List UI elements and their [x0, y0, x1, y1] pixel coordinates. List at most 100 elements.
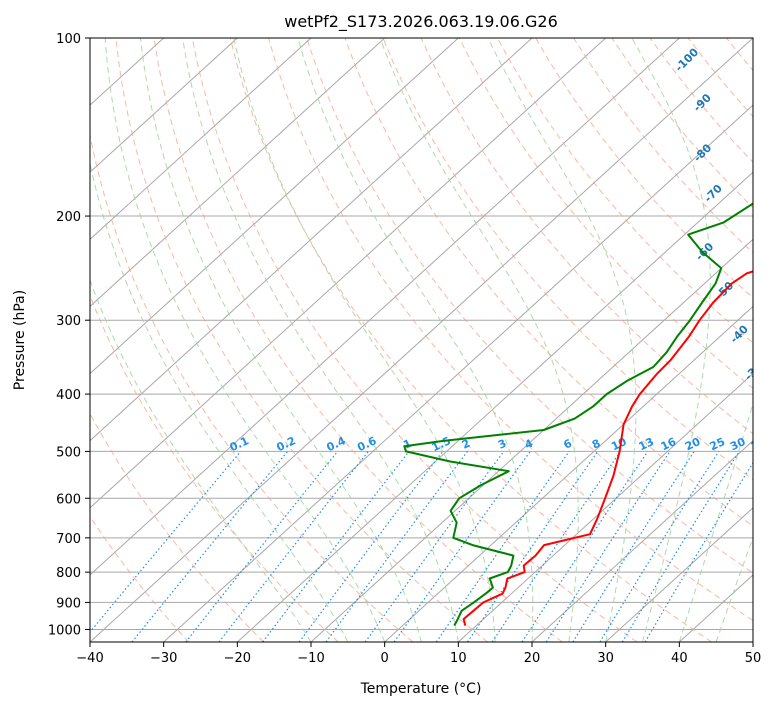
dry-adiabat-line: [611, 38, 753, 209]
dry-adiabat-line: [90, 412, 264, 642]
mixing-ratio-line: [131, 451, 289, 642]
mixing-ratio-line: [185, 451, 339, 642]
isotherm-line: [531, 439, 753, 642]
y-tick-label: 800: [56, 566, 81, 581]
x-tick-label: 40: [671, 651, 688, 666]
isotherm-line: [457, 372, 753, 642]
mixing-ratio-line: [325, 451, 468, 642]
y-tick-label: 600: [56, 492, 81, 507]
adiabat-label: -60: [693, 240, 716, 263]
y-tick-label: 500: [56, 445, 81, 460]
mixing-ratio-line: [545, 451, 671, 642]
mixing-ratio-label: 10: [609, 435, 629, 453]
x-tick-label: −10: [297, 651, 324, 666]
mixing-ratio-line: [90, 451, 242, 633]
moist-adiabat-line: [182, 38, 459, 642]
isotherm-line: [310, 238, 753, 642]
dry-adiabat-line: [268, 38, 753, 622]
mixing-ratio-label: 16: [659, 435, 679, 453]
dry-adiabat-line: [649, 38, 753, 163]
mixing-ratio-line: [491, 451, 621, 642]
moist-adiabat-line: [715, 536, 753, 642]
x-tick-label: −40: [76, 651, 103, 666]
dry-adiabat-line: [90, 132, 414, 642]
mixing-ratio-line: [599, 451, 720, 642]
y-tick-label: 200: [56, 210, 81, 225]
adiabat-label: -100: [672, 45, 701, 74]
isotherm-line: [384, 305, 753, 642]
dry-adiabat-line: [90, 515, 190, 642]
background-reference-lines: [90, 38, 775, 642]
temperature-profile-line: [462, 270, 753, 626]
isotherm-line: [752, 641, 753, 642]
moist-adiabat-line: [104, 38, 386, 642]
isotherm-line: [236, 171, 753, 642]
mixing-ratio-line: [572, 451, 695, 642]
x-tick-label: 20: [524, 651, 541, 666]
dry-adiabat-line: [765, 38, 775, 642]
x-axis-label: Temperature (°C): [360, 681, 482, 697]
isotherm-line: [605, 507, 753, 642]
y-tick-label: 900: [56, 596, 81, 611]
mixing-ratio-line: [466, 451, 599, 642]
dry-adiabat-line: [153, 38, 563, 642]
isotherm-line: [90, 38, 459, 375]
y-tick-label: 100: [56, 32, 81, 47]
x-axis: −40 −30 −20 −10 0 10 20 30 40 50: [76, 642, 761, 666]
y-tick-label: 700: [56, 532, 81, 547]
dry-adiabat-line: [115, 38, 488, 642]
adiabat-label: -20: [758, 395, 775, 418]
dry-adiabat-line: [420, 38, 753, 435]
moist-adiabat-line: [140, 38, 422, 642]
y-axis-label: Pressure (hPa): [12, 290, 28, 390]
mixing-ratio-label: 13: [637, 435, 656, 453]
moist-adiabat-line: [90, 278, 312, 642]
mixing-ratio-line: [621, 451, 740, 642]
mixing-ratio-label: 36: [749, 435, 769, 453]
moist-adiabat-line: [379, 38, 579, 642]
dry-adiabat-line: [191, 38, 638, 642]
x-tick-label: 30: [597, 651, 614, 666]
isotherm-line: [90, 38, 386, 308]
moist-adiabat-line: [631, 38, 711, 642]
x-tick-label: −30: [150, 651, 177, 666]
x-tick-label: 0: [381, 651, 389, 666]
x-tick-label: −20: [224, 651, 251, 666]
moist-adiabat-line: [297, 38, 534, 642]
mixing-ratio-line: [435, 451, 570, 642]
moist-adiabat-line: [90, 161, 349, 642]
mixing-ratio-line: [298, 451, 444, 642]
adiabat-label: -90: [691, 91, 714, 114]
mixing-ratio-label: 8: [590, 437, 602, 452]
moist-adiabat-line: [487, 38, 637, 642]
mixing-ratio-label: 20: [683, 435, 703, 453]
mixing-ratio-line: [218, 451, 369, 642]
isotherm-line: [90, 38, 607, 509]
adiabat-label: -70: [702, 182, 725, 205]
mixing-ratio-label: 30: [728, 435, 748, 453]
x-tick-label: 10: [450, 651, 467, 666]
sounding-profiles: [403, 202, 753, 627]
moist-adiabat-line: [678, 401, 753, 642]
isotherm-line: [90, 38, 238, 173]
x-tick-label: 50: [745, 651, 762, 666]
y-tick-label: 300: [56, 314, 81, 329]
reference-line-labels: 0.1 0.2 0.4 0.6 1 1.5 2 3 4 6 8 10 13 16 20 25 30 36-100-…: [228, 45, 775, 454]
plot-frame: [89, 37, 754, 643]
dry-adiabat-line: [344, 38, 753, 527]
y-tick-label: 400: [56, 388, 81, 403]
mixing-ratio-line: [521, 451, 649, 642]
isotherm-line: [90, 38, 753, 642]
adiabat-label: -30: [742, 360, 765, 383]
mixing-ratio-line: [393, 451, 531, 642]
adiabat-label: -80: [691, 141, 714, 164]
dewpoint-profile-line: [403, 202, 753, 627]
isotherm-line: [90, 38, 312, 241]
y-tick-label: 1000: [48, 623, 81, 638]
chart-title: wetPf2_S173.2026.063.19.06.G26: [284, 12, 558, 32]
dry-adiabat-line: [306, 38, 753, 574]
isotherm-line: [90, 38, 680, 576]
moist-adiabat-line: [233, 38, 496, 642]
isotherm-line: [163, 104, 753, 642]
